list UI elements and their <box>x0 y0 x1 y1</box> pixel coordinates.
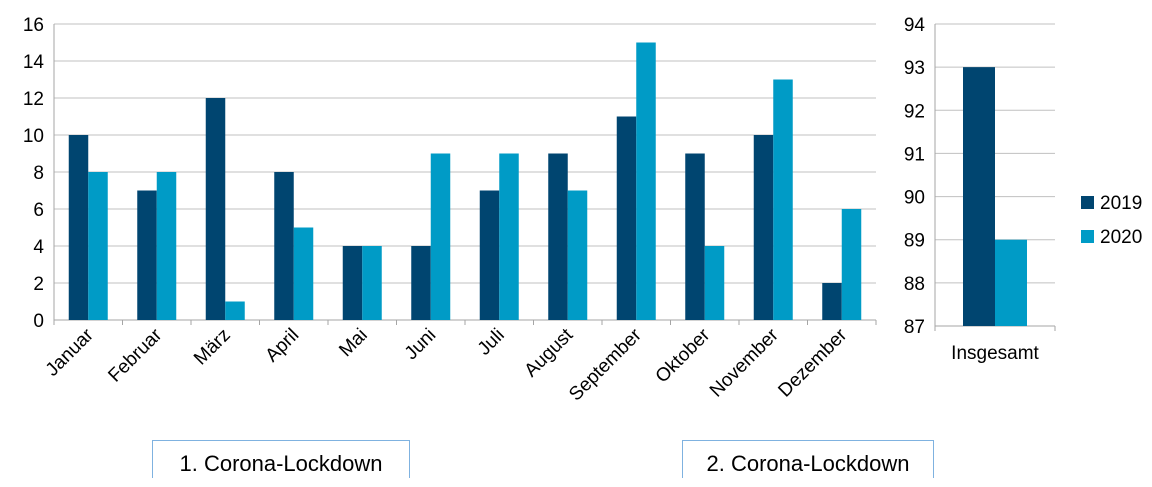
bar-2019-november <box>753 135 774 320</box>
y-tick-label: 16 <box>23 15 44 36</box>
bar-2019-august <box>548 153 568 320</box>
legend-swatch-2019 <box>1081 196 1094 209</box>
bar-2020-juli <box>499 153 519 320</box>
first-lockdown-annotation: 1. Corona-Lockdown <box>152 440 410 478</box>
bar-2019-april <box>274 172 294 320</box>
y-tick-label: 12 <box>23 89 44 110</box>
y-tick-label: 88 <box>904 274 925 295</box>
bar-2019-juni <box>411 246 431 320</box>
y-tick-label: 6 <box>33 200 44 221</box>
y-tick-label: 0 <box>33 311 44 332</box>
y-tick-label: 10 <box>23 126 44 147</box>
bar-2020-april <box>293 227 314 320</box>
x-category-label: März <box>190 325 235 370</box>
bar-2020-september <box>636 42 656 320</box>
y-tick-label: 94 <box>904 15 926 36</box>
x-category-label: Insgesamt <box>951 343 1039 364</box>
y-tick-label: 89 <box>904 231 925 252</box>
bar-2020-oktober <box>704 246 725 320</box>
bar-2020-januar <box>88 172 108 320</box>
y-tick-label: 8 <box>33 163 44 184</box>
bar-2019-oktober <box>685 153 705 320</box>
y-tick-label: 92 <box>904 101 925 122</box>
bar-2020-märz <box>225 301 245 320</box>
x-category-label: August <box>521 324 578 381</box>
bar-2019-januar <box>68 135 89 320</box>
bar-2020-august <box>567 190 588 320</box>
x-category-label: September <box>565 324 646 405</box>
bar-2019-insgesamt <box>963 67 995 327</box>
x-category-label: Februar <box>104 324 166 386</box>
x-category-label: Oktober <box>652 324 715 387</box>
x-category-label: Mai <box>335 325 372 362</box>
y-tick-label: 91 <box>904 144 925 165</box>
x-category-label: April <box>262 325 304 367</box>
y-tick-label: 14 <box>23 52 45 73</box>
y-tick-label: 90 <box>904 188 925 209</box>
x-category-label: Januar <box>42 324 98 380</box>
y-tick-label: 2 <box>33 274 44 295</box>
bar-2020-november <box>773 79 793 320</box>
x-category-label: November <box>706 324 783 401</box>
legend-label-2019: 2019 <box>1100 193 1142 214</box>
y-tick-label: 87 <box>904 317 925 338</box>
bar-2020-juni <box>430 153 451 320</box>
bar-2020-mai <box>362 246 382 320</box>
bar-2019-märz <box>205 98 226 320</box>
bar-2019-september <box>616 116 637 320</box>
y-tick-label: 4 <box>33 237 44 258</box>
y-tick-label: 93 <box>904 58 925 79</box>
bar-2019-februar <box>137 190 157 320</box>
bar-2019-juli <box>479 190 500 320</box>
second-lockdown-annotation: 2. Corona-Lockdown <box>682 440 934 478</box>
bar-2019-dezember <box>822 283 842 320</box>
bar-2020-dezember <box>841 209 862 320</box>
x-category-label: Dezember <box>774 324 851 401</box>
x-category-label: Juli <box>474 325 509 360</box>
bar-2019-mai <box>342 246 363 320</box>
legend-swatch-2020 <box>1081 230 1094 243</box>
x-category-label: Juni <box>401 325 440 364</box>
bar-2020-februar <box>156 172 177 320</box>
bar-2020-insgesamt <box>995 239 1027 326</box>
legend-label-2020: 2020 <box>1100 227 1142 248</box>
